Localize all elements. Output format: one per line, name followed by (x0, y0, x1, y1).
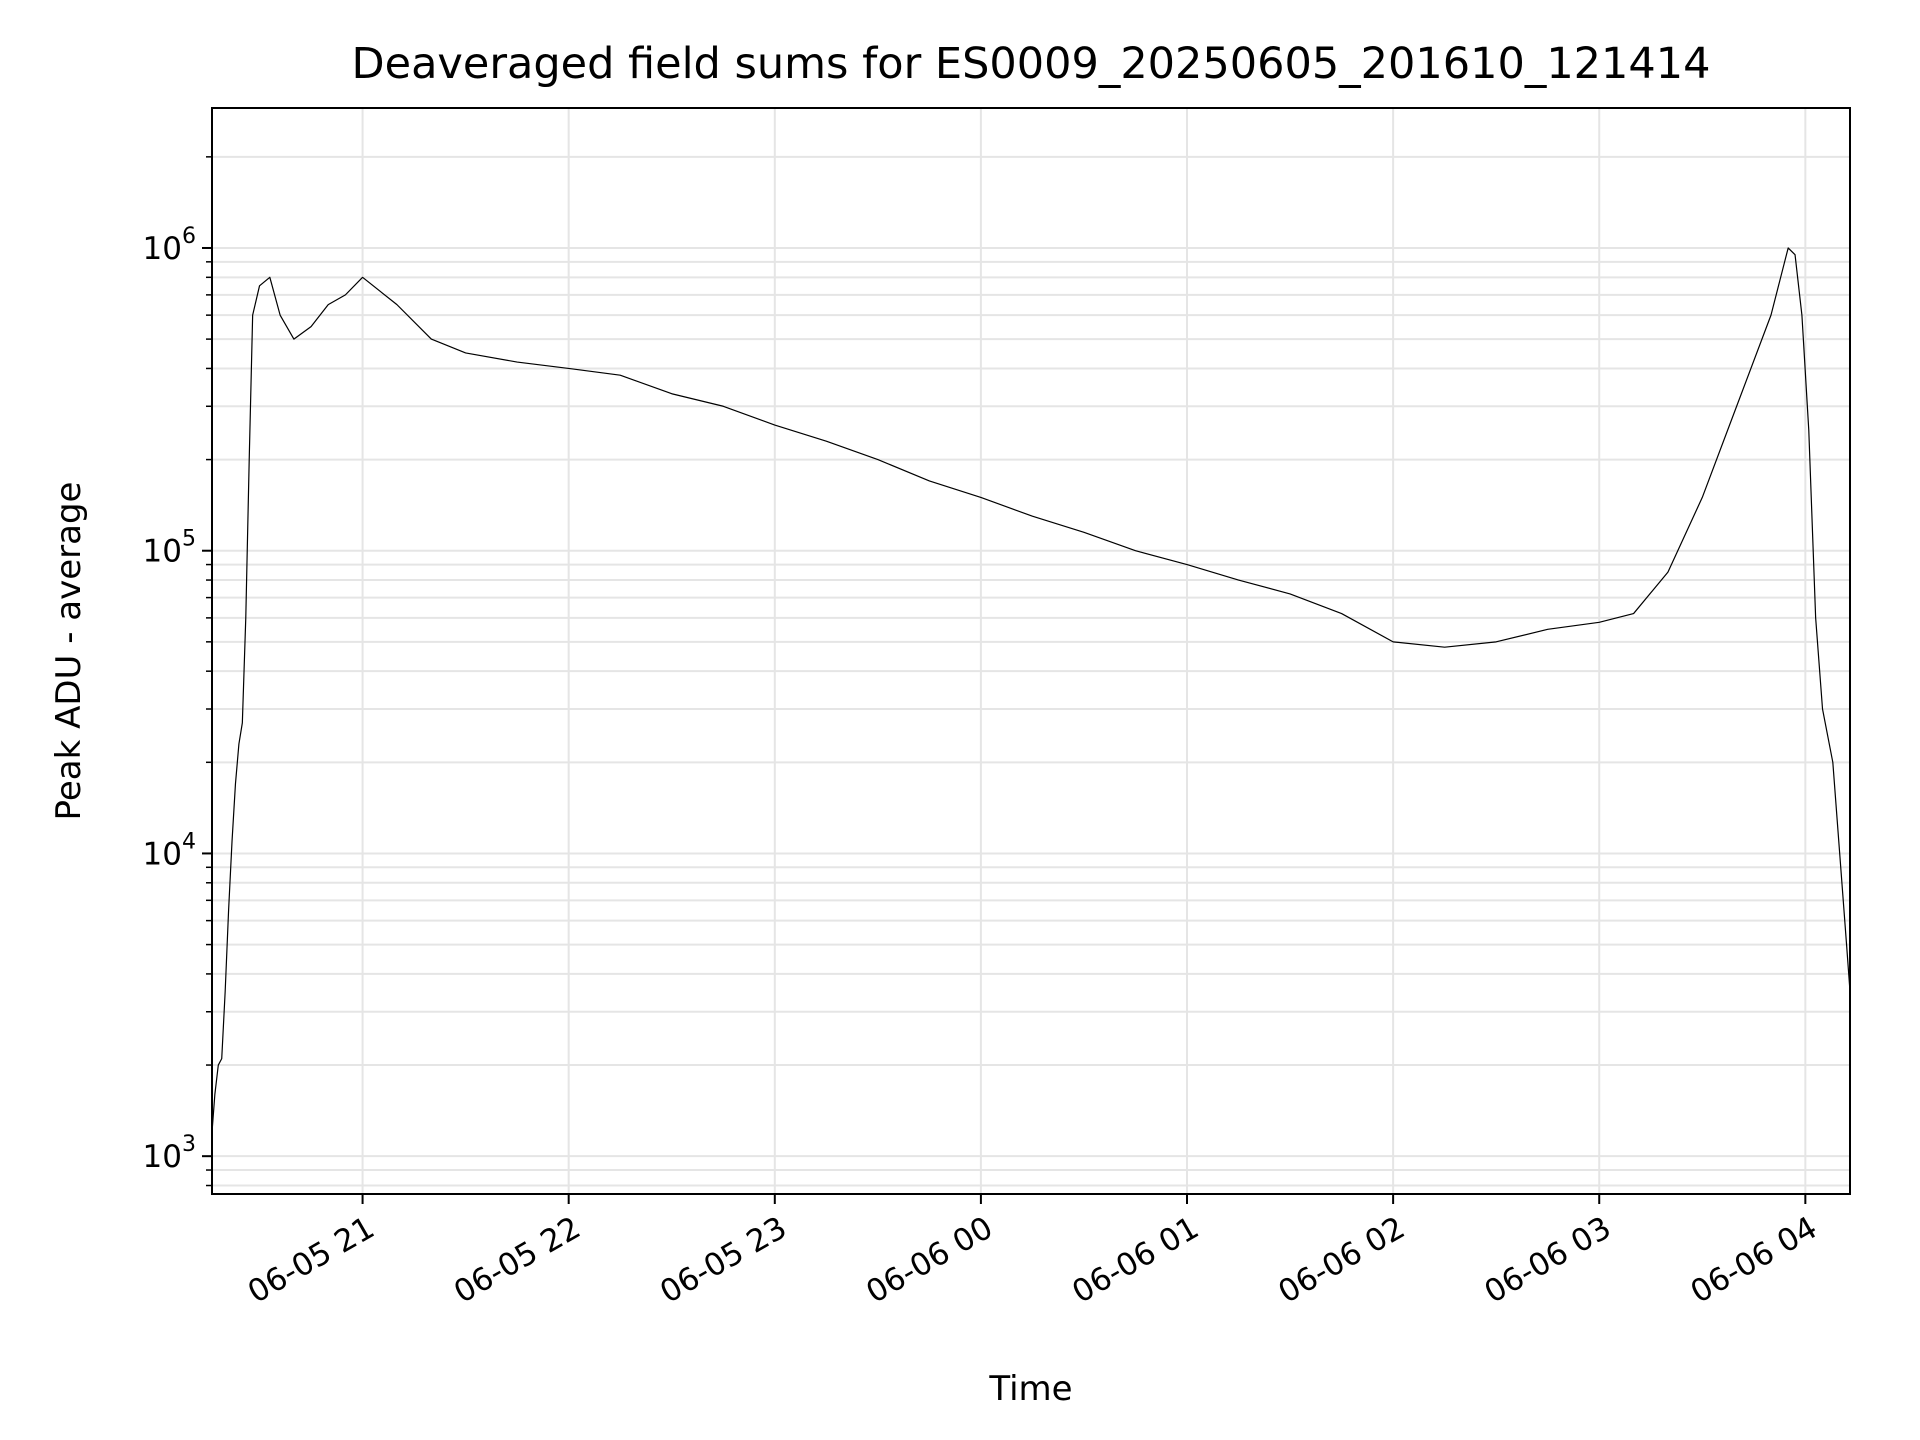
y-tick-label: 105 (143, 527, 196, 570)
x-tick-label: 06-06 03 (1479, 1210, 1618, 1311)
y-tick-label: 104 (143, 829, 196, 872)
x-tick-label: 06-05 23 (654, 1210, 793, 1311)
x-axis-label: Time (988, 1369, 1072, 1409)
chart-title: Deaveraged field sums for ES0009_2025060… (352, 39, 1711, 89)
x-axis: 06-05 21 06-05 22 06-05 23 06-06 00 06-06 01… (242, 1194, 1823, 1311)
x-tick-label: 06-06 02 (1272, 1210, 1411, 1311)
x-tick-label: 06-06 04 (1685, 1210, 1824, 1311)
y-axis: 103 104 105 106 (143, 156, 212, 1187)
series-line (211, 247, 1851, 1133)
y-tick-label: 103 (143, 1132, 196, 1175)
y-tick-label: 106 (143, 224, 196, 267)
x-tick-label: 06-05 22 (448, 1210, 587, 1311)
grid (212, 108, 1850, 1194)
plot-area (211, 107, 1851, 1195)
x-tick-label: 06-05 21 (242, 1210, 381, 1311)
x-tick-label: 06-06 01 (1066, 1210, 1205, 1311)
x-tick-label: 06-06 00 (860, 1210, 999, 1311)
y-axis-label: Peak ADU - average (49, 482, 89, 821)
